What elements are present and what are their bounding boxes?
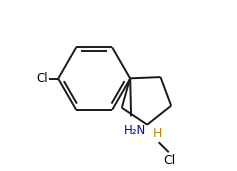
Text: H₂N: H₂N	[124, 124, 146, 137]
Text: Cl: Cl	[36, 72, 48, 85]
Text: H: H	[153, 127, 163, 140]
Text: Cl: Cl	[164, 154, 176, 167]
